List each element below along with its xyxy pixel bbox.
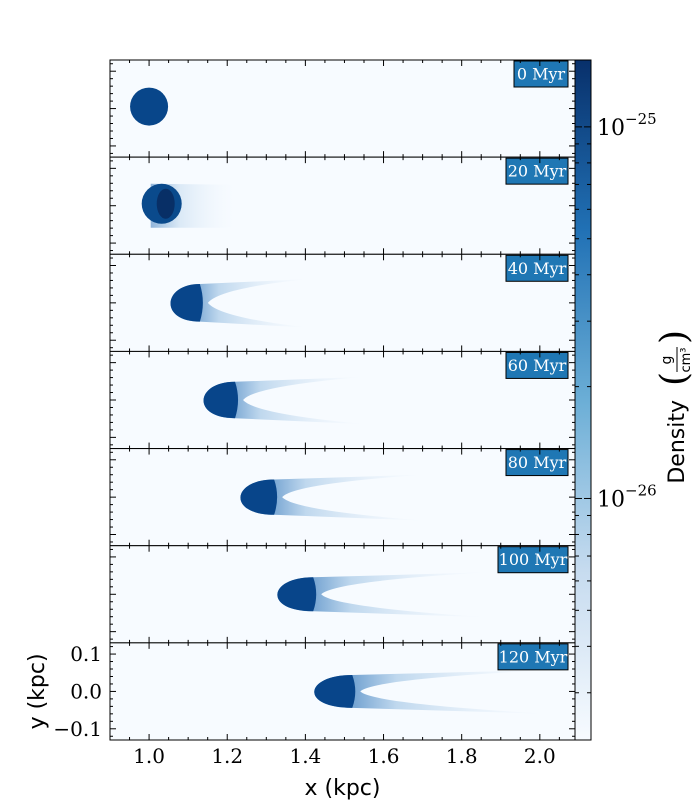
panel-background: [110, 351, 575, 449]
colorbar-tick-label: 10−25: [597, 110, 657, 141]
cloud-bow-tail: [240, 474, 428, 521]
panel-6: 120 Myr: [109, 642, 576, 741]
time-label: 20 Myr: [508, 162, 567, 181]
time-label-box: [505, 157, 569, 185]
time-label: 60 Myr: [508, 356, 567, 375]
x-axis-label: x (kpc): [305, 776, 381, 800]
panel-ticks: [109, 351, 575, 449]
time-label: 100 Myr: [499, 550, 568, 569]
colorbar-gradient: [574, 59, 592, 741]
time-label: 0 Myr: [517, 65, 566, 84]
y-tick-label: 0.1: [70, 642, 102, 666]
cloud-bow-head: [203, 381, 239, 419]
y-tick-label: 0.0: [70, 679, 102, 703]
panel-2: 40 Myr: [109, 253, 576, 352]
x-tick-label: 2.0: [524, 744, 556, 768]
panel-1: 20 Myr: [109, 156, 576, 255]
panel-background: [110, 448, 575, 546]
x-tick-label: 1.4: [289, 744, 321, 768]
cloud-bow-head: [314, 675, 356, 708]
colorbar-label-text: Density: [665, 400, 690, 484]
cloud-bow-head: [277, 577, 317, 612]
time-label-box: [497, 546, 569, 574]
panel-5: 100 Myr: [109, 545, 576, 644]
colorbar-tick-label: 10−26: [597, 481, 657, 512]
cloud-bow-head: [240, 479, 278, 515]
time-label-box: [497, 643, 569, 671]
y-axis-label: y (kpc): [25, 653, 50, 729]
cloud-bow-tail: [314, 670, 550, 714]
x-tick-label: 1.6: [368, 744, 400, 768]
panel-stack: 0 Myr 20 Myr 40 Myr 60 Myr 80 Myr 100 Myr 120 …: [109, 59, 576, 741]
time-label: 40 Myr: [508, 259, 567, 278]
colorbar-label: Density ( g cm³): [654, 330, 695, 484]
colorbar: 10−25 10−26 Density ( g cm³): [574, 59, 695, 741]
time-label: 80 Myr: [508, 453, 567, 472]
cloud-bow-tail: [277, 572, 489, 618]
panel-3: 60 Myr: [109, 350, 576, 450]
paren-right: ): [654, 330, 695, 344]
colorbar-ticks: [575, 126, 591, 694]
cloud-sphere: [130, 87, 169, 126]
x-axis: 1.0 1.2 1.4 1.6 1.8 2.0 x (kpc): [133, 744, 556, 800]
unit-denominator: cm³: [679, 347, 694, 372]
time-label-box: [505, 351, 569, 379]
y-tick-label: −0.1: [53, 717, 102, 741]
panel-0: 0 Myr: [109, 59, 576, 158]
time-label-box: [505, 449, 569, 477]
cloud-bow-tail: [203, 376, 367, 425]
panel-ticks: [109, 642, 575, 740]
x-tick-label: 1.2: [211, 744, 243, 768]
x-tick-label: 1.8: [446, 744, 478, 768]
panel-4: 80 Myr: [109, 448, 576, 547]
cloud-bow-tail: [170, 279, 309, 328]
panel-background: [110, 60, 575, 158]
time-label-box: [505, 254, 569, 282]
x-tick-label: 1.0: [133, 744, 165, 768]
time-label-box: [513, 60, 569, 88]
cloud-bow-head: [170, 284, 203, 322]
unit-numerator: g: [659, 356, 675, 365]
time-label: 120 Myr: [499, 647, 568, 666]
y-axis: 0.1 0.0 −0.1y (kpc): [25, 642, 102, 741]
cloud-core: [156, 188, 175, 219]
paren-left: (: [654, 372, 695, 386]
